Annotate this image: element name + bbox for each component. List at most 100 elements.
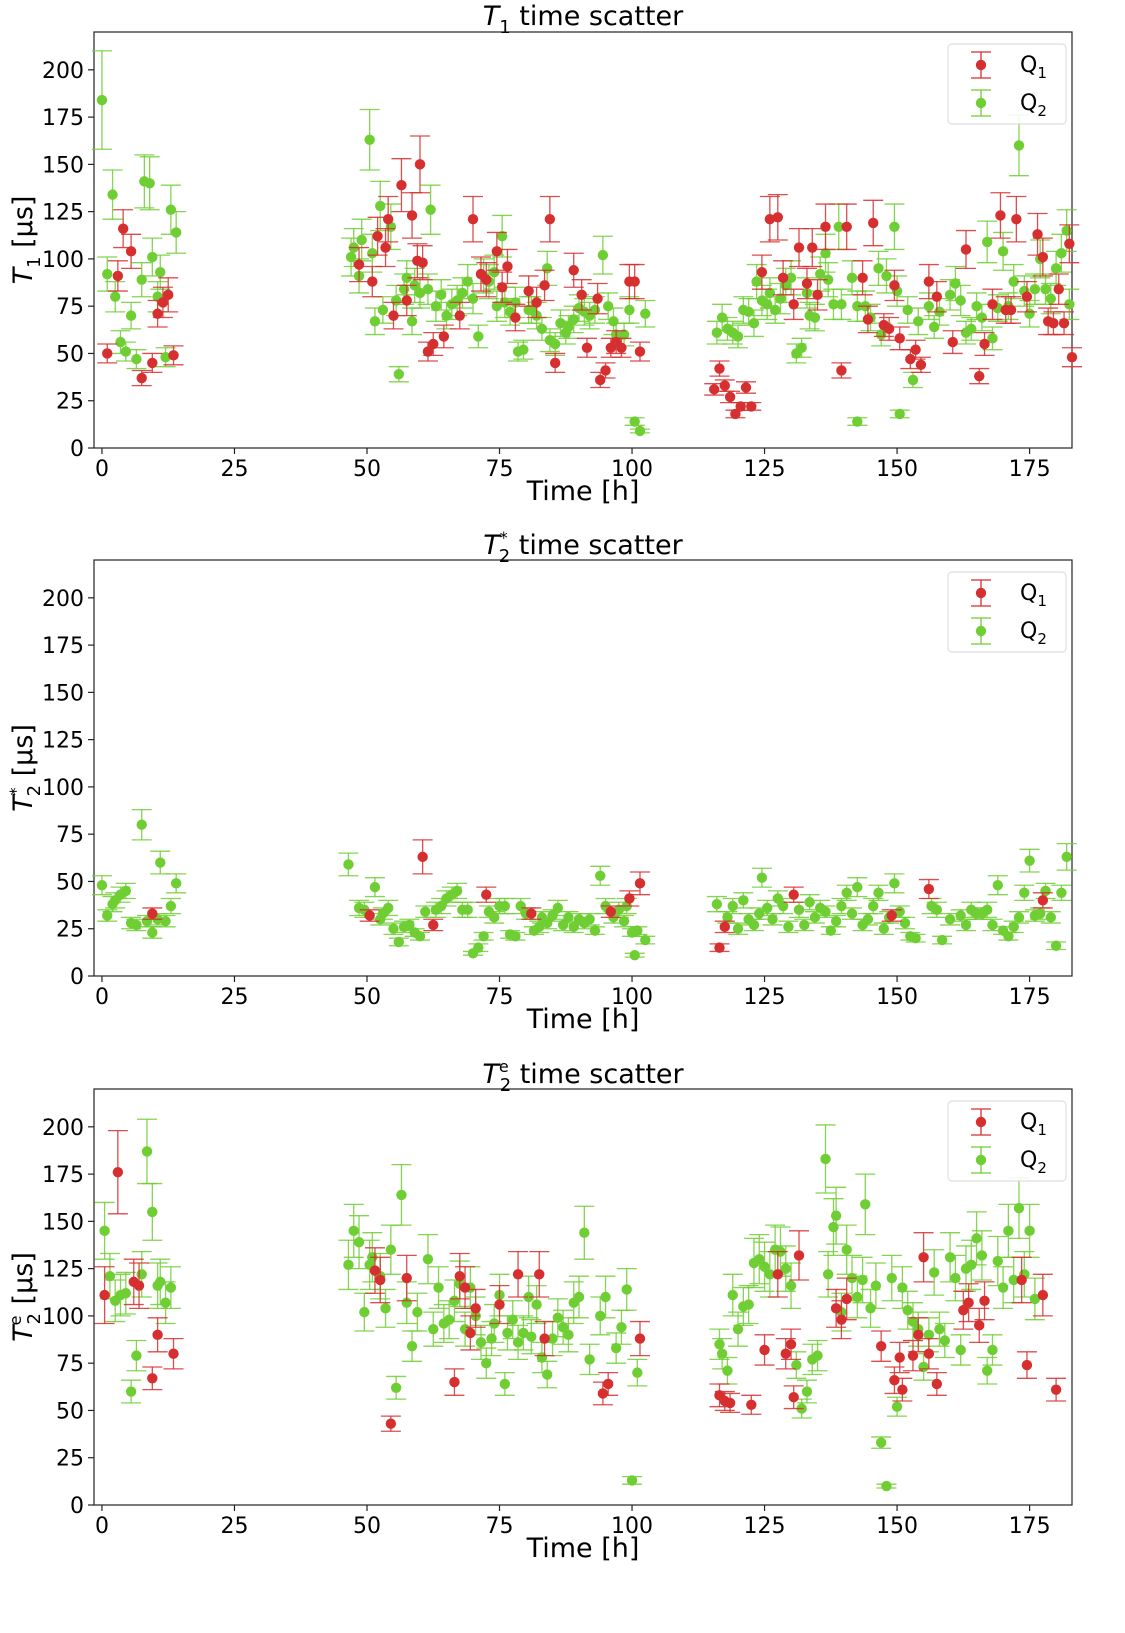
data-point: [616, 1267, 637, 1311]
data-point: [987, 875, 1008, 896]
data-point: [977, 901, 998, 919]
marker: [947, 336, 958, 348]
marker: [894, 906, 905, 917]
data-point: [635, 299, 656, 328]
marker: [960, 919, 972, 931]
marker: [602, 300, 614, 312]
data-point: [836, 203, 857, 251]
marker: [852, 416, 863, 427]
marker: [518, 1327, 529, 1339]
marker: [1034, 908, 1046, 919]
data-point: [463, 195, 484, 243]
data-point: [624, 950, 645, 961]
marker: [372, 231, 383, 242]
data-point: [720, 1392, 741, 1413]
marker: [913, 1329, 924, 1341]
data-point: [142, 1366, 163, 1391]
data-point: [918, 1337, 939, 1370]
chart-panel-3: 0 25 50 75 100 125 150 175 0 25 50 75 100 125 150 175 20…: [6, 1057, 1073, 1564]
marker: [531, 297, 542, 308]
marker: [147, 1206, 158, 1218]
marker: [907, 1316, 919, 1327]
data-point: [486, 231, 507, 271]
data-point: [537, 1360, 558, 1389]
chart-panel-1: 0 25 50 75 100 125 150 175 0 25 50 75 100 125 150 175 20…: [8, 1, 1082, 507]
marker: [1037, 1289, 1049, 1301]
series-Q1: [94, 1129, 1067, 1432]
marker: [595, 1310, 606, 1322]
marker: [1045, 912, 1056, 923]
data-point: [627, 925, 648, 936]
marker: [377, 304, 389, 316]
marker: [96, 880, 108, 891]
marker: [820, 248, 831, 259]
marker: [632, 1367, 643, 1378]
data-point: [865, 1262, 886, 1309]
y-tick-label: 75: [56, 295, 84, 320]
marker: [552, 902, 564, 914]
marker: [748, 919, 760, 931]
y-label-unit: [µs]: [8, 724, 39, 785]
legend-label-main: Q: [1020, 581, 1037, 606]
marker: [997, 1282, 1009, 1293]
y-tick-label: 100: [42, 776, 84, 801]
marker: [382, 902, 394, 914]
marker: [868, 900, 879, 912]
data-point: [431, 279, 452, 311]
data-point: [362, 265, 383, 298]
marker: [788, 889, 799, 900]
data-point: [163, 1337, 184, 1370]
data-point: [121, 233, 142, 270]
data-point: [521, 1319, 542, 1355]
y-axis-label: Te2 [µs]: [6, 1252, 45, 1342]
data-point: [736, 381, 756, 394]
marker: [764, 214, 776, 225]
marker: [107, 189, 118, 200]
marker: [542, 1369, 553, 1380]
marker: [1008, 276, 1019, 287]
data-point: [383, 922, 404, 936]
marker: [777, 900, 789, 912]
marker: [634, 346, 646, 357]
y-tick-label: 50: [56, 342, 84, 367]
data-point: [895, 916, 916, 930]
marker: [928, 321, 940, 333]
marker: [987, 1344, 998, 1356]
data-point: [391, 158, 412, 213]
marker: [950, 1272, 961, 1284]
marker: [1013, 912, 1025, 923]
marker: [136, 1269, 147, 1280]
data-point: [1051, 233, 1072, 273]
marker: [470, 1303, 481, 1314]
data-point: [158, 277, 179, 313]
marker: [382, 214, 394, 225]
title-text: time scatter: [510, 530, 683, 561]
data-point: [1016, 1351, 1037, 1379]
marker: [353, 1236, 365, 1248]
marker: [165, 204, 177, 215]
data-point: [857, 912, 878, 926]
data-point: [871, 1436, 892, 1449]
marker: [393, 936, 404, 948]
y-tick-label: 175: [42, 1163, 84, 1188]
y-tick-label: 125: [42, 729, 84, 754]
marker: [163, 289, 174, 301]
marker: [928, 1267, 940, 1278]
data-point: [396, 284, 417, 317]
marker: [422, 1253, 434, 1265]
data-point: [370, 1256, 391, 1304]
data-point: [918, 878, 939, 900]
marker: [902, 304, 913, 316]
marker: [544, 214, 556, 225]
data-point: [433, 324, 454, 349]
data-point: [338, 852, 359, 877]
data-point: [990, 192, 1011, 239]
title-text: time scatter: [511, 1059, 684, 1090]
marker: [931, 1378, 943, 1390]
marker: [494, 1299, 505, 1310]
data-point: [852, 1256, 873, 1304]
marker: [549, 338, 561, 350]
marker: [828, 299, 839, 310]
data-point: [629, 341, 650, 362]
marker: [841, 221, 852, 232]
